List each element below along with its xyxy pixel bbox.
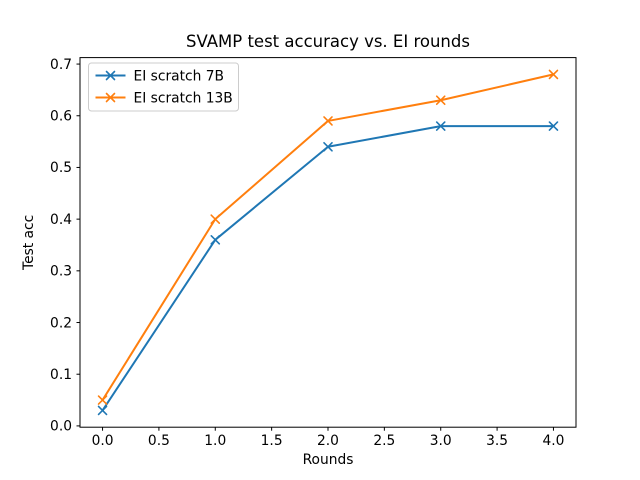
plot-area: 0.0 0.5 1.0 1.5 2.0 2.5 3.0 3.5 4.0 0.0 0.1 0.2 0.3 0… <box>50 57 577 449</box>
data-point-marker <box>548 121 559 131</box>
x-tick-label: 0.0 <box>92 433 114 449</box>
y-tick-label: 0.4 <box>50 212 72 228</box>
data-point-marker <box>97 405 108 416</box>
legend-marker <box>105 70 116 81</box>
data-point-marker <box>210 235 221 245</box>
data-point-marker <box>97 395 108 405</box>
axes-spines <box>79 57 577 428</box>
x-tick-label: 2.0 <box>317 433 339 449</box>
y-tick-label: 0.2 <box>50 315 72 331</box>
series-line <box>101 125 554 411</box>
x-tick-label: 1.0 <box>204 433 226 449</box>
y-tick-label: 0.1 <box>50 367 72 383</box>
data-point-marker <box>548 69 559 80</box>
x-tick-label: 0.5 <box>148 433 170 449</box>
legend-label: EI scratch 7B <box>134 69 224 85</box>
x-tick-label: 3.5 <box>486 433 508 449</box>
x-axis-label: Rounds <box>303 452 354 468</box>
legend-box <box>88 62 239 112</box>
data-point-marker <box>435 95 446 106</box>
y-axis-label: Test acc <box>21 215 37 271</box>
y-tick-label: 0.3 <box>50 264 72 280</box>
y-tick-label: 0.7 <box>50 57 72 73</box>
series-line <box>101 73 554 401</box>
legend-label: EI scratch 13B <box>134 91 233 107</box>
data-point-marker <box>435 121 446 131</box>
legend-marker <box>105 92 116 103</box>
y-tick-label: 0.0 <box>50 419 72 435</box>
chart-title: SVAMP test accuracy vs. EI rounds <box>186 32 470 51</box>
data-point-marker <box>210 214 221 224</box>
y-tick-label: 0.5 <box>50 160 72 176</box>
y-tick-label: 0.6 <box>50 109 72 125</box>
x-tick-label: 3.0 <box>430 433 452 449</box>
data-point-marker <box>323 116 333 126</box>
x-tick-label: 2.5 <box>373 433 395 449</box>
x-tick-label: 1.5 <box>261 433 283 449</box>
data-point-marker <box>323 141 333 152</box>
x-tick-label: 4.0 <box>542 433 564 449</box>
